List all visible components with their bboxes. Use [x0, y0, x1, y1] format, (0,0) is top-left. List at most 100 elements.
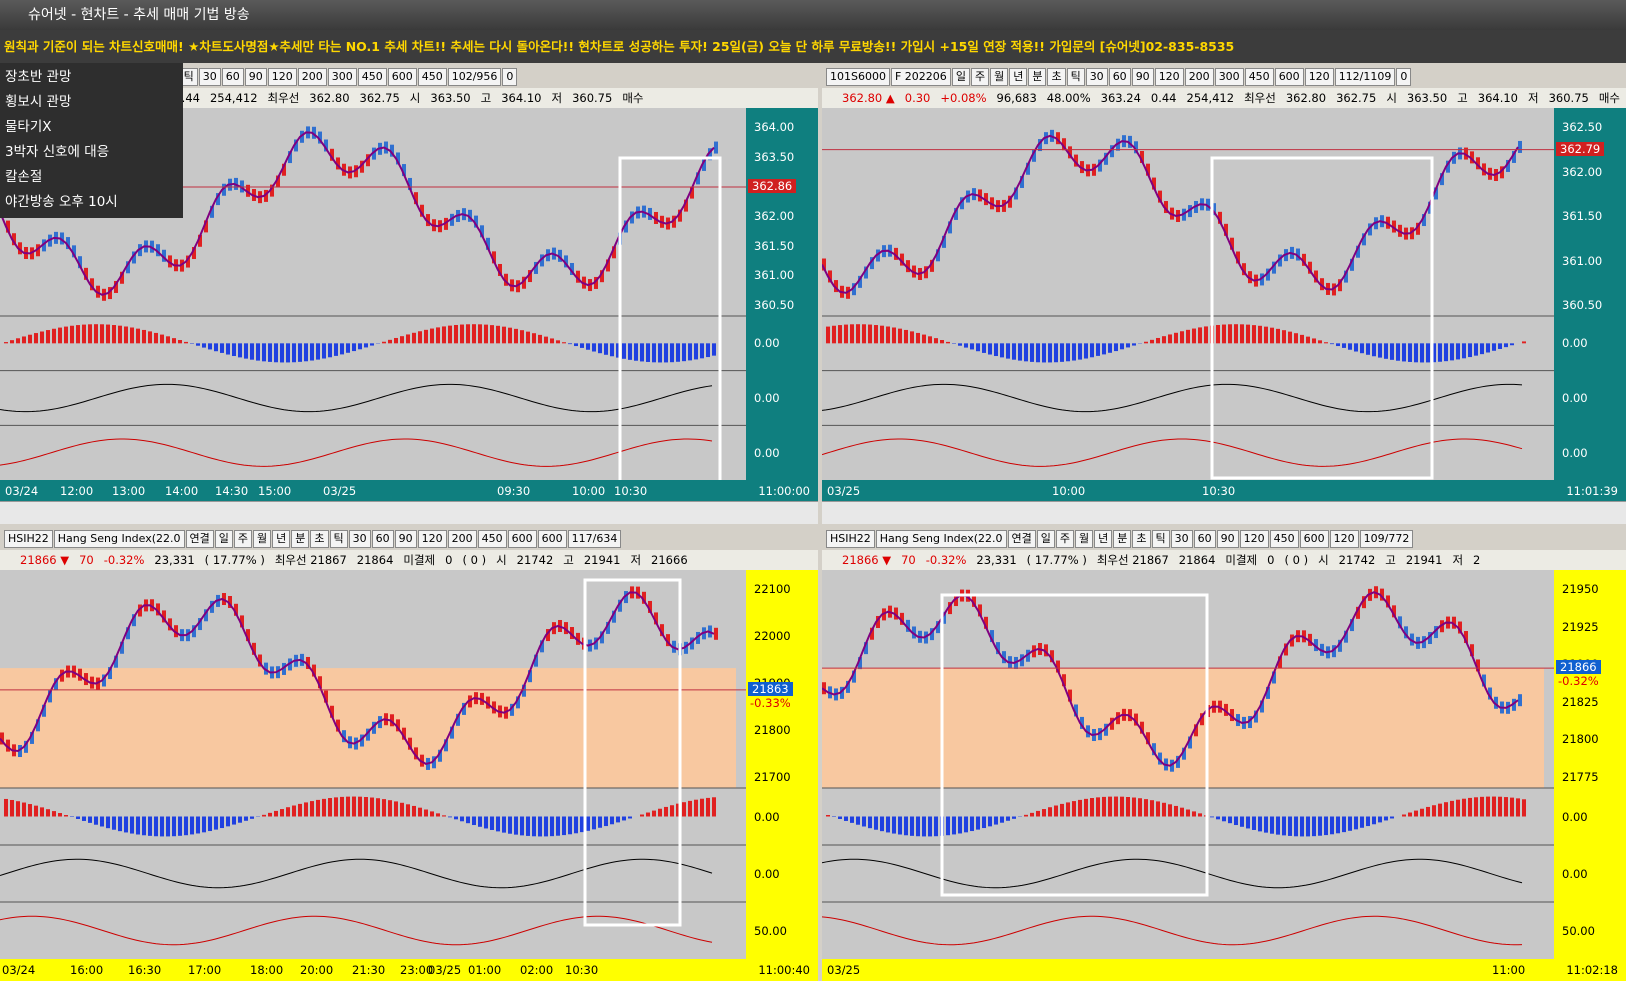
toolbar-button[interactable]: 120: [267, 68, 297, 86]
toolbar-button[interactable]: 월: [1075, 530, 1094, 548]
histogram-bar: [1138, 798, 1142, 817]
time-axis: 03/24 16:00 16:30 17:00 18:00 20:00 21:30 23:00…: [0, 959, 818, 981]
toolbar-button[interactable]: 300: [327, 68, 357, 86]
toolbar-button[interactable]: 450: [417, 68, 447, 86]
toolbar-button[interactable]: 450: [477, 530, 507, 548]
histogram-bar: [160, 816, 164, 837]
histogram-bar: [862, 816, 866, 827]
toolbar-button[interactable]: 600: [1274, 68, 1304, 86]
toolbar-button[interactable]: 초: [310, 530, 329, 548]
toolbar-button[interactable]: 90: [244, 68, 267, 86]
quote-field: 21864: [1178, 553, 1216, 567]
toolbar-button[interactable]: 60: [1193, 530, 1216, 548]
toolbar-button[interactable]: 년: [272, 530, 291, 548]
toolbar-button[interactable]: 112/1109: [1334, 68, 1396, 86]
toolbar-button[interactable]: 일: [214, 530, 233, 548]
toolbar-button[interactable]: 109/772: [1359, 530, 1414, 548]
candle: [852, 283, 856, 296]
toolbar-button[interactable]: 연결: [1007, 530, 1036, 548]
menu-item[interactable]: 장초반 관망: [5, 69, 72, 85]
histogram-bar: [1354, 343, 1358, 352]
candle: [492, 701, 496, 714]
menu-item[interactable]: 횡보시 관망: [5, 94, 72, 110]
toolbar-button[interactable]: 90: [1131, 68, 1154, 86]
candle: [1104, 152, 1108, 165]
toolbar-button[interactable]: 일: [951, 68, 970, 86]
histogram-bar: [1408, 812, 1412, 817]
toolbar-button[interactable]: 120: [417, 530, 447, 548]
time-tick-label: 23:00: [400, 963, 434, 977]
histogram-bar: [532, 333, 536, 344]
histogram-bar: [526, 816, 530, 836]
toolbar-button[interactable]: Hang Seng Index(22.0: [875, 530, 1007, 548]
menu-item[interactable]: 물타기X: [5, 119, 52, 135]
toolbar-button[interactable]: 0: [502, 68, 518, 86]
toolbar-button[interactable]: 600: [1299, 530, 1329, 548]
candle: [1332, 283, 1336, 296]
histogram-bar: [892, 816, 896, 834]
candle: [1128, 135, 1132, 148]
toolbar-button[interactable]: 틱: [329, 530, 348, 548]
toolbar-button[interactable]: 90: [394, 530, 417, 548]
toolbar-button[interactable]: 600: [507, 530, 537, 548]
candle: [84, 267, 88, 280]
toolbar-button[interactable]: 30: [1085, 68, 1108, 86]
toolbar-button[interactable]: 60: [371, 530, 394, 548]
toolbar-button[interactable]: 200: [1184, 68, 1214, 86]
histogram-bar: [1132, 797, 1136, 817]
toolbar-button[interactable]: 60: [221, 68, 244, 86]
menu-item[interactable]: 3박자 신호에 대응: [5, 144, 110, 160]
toolbar-button[interactable]: 600: [387, 68, 417, 86]
toolbar-button[interactable]: 년: [1009, 68, 1028, 86]
menu-item[interactable]: 야간방송 오후 10시: [5, 194, 118, 210]
toolbar-button[interactable]: 초: [1047, 68, 1066, 86]
toolbar-button[interactable]: 120: [1154, 68, 1184, 86]
toolbar-button[interactable]: 0: [1396, 68, 1412, 86]
toolbar-button[interactable]: 분: [1028, 68, 1047, 86]
toolbar-button[interactable]: 102/956: [447, 68, 502, 86]
candle: [690, 637, 694, 650]
toolbar-button[interactable]: 년: [1094, 530, 1113, 548]
toolbar-button[interactable]: HSIH22: [4, 530, 53, 548]
toolbar-button[interactable]: 월: [990, 68, 1009, 86]
toolbar-button[interactable]: 300: [1214, 68, 1244, 86]
histogram-bar: [394, 801, 398, 817]
toolbar-button[interactable]: 연결: [185, 530, 214, 548]
toolbar-button[interactable]: 분: [1113, 530, 1132, 548]
toolbar-button[interactable]: 주: [233, 530, 253, 548]
histogram-bar: [406, 804, 410, 817]
candle: [1098, 728, 1102, 741]
toolbar-button[interactable]: 101S6000: [826, 68, 890, 86]
toolbar-button[interactable]: F 202206: [890, 68, 951, 86]
toolbar-button[interactable]: 30: [1170, 530, 1193, 548]
candle: [1338, 279, 1342, 292]
toolbar-button[interactable]: 90: [1216, 530, 1239, 548]
toolbar-button[interactable]: Hang Seng Index(22.0: [53, 530, 185, 548]
histogram-bar: [850, 324, 854, 344]
toolbar-button[interactable]: 200: [447, 530, 477, 548]
histogram-bar: [1162, 802, 1166, 817]
toolbar-button[interactable]: 분: [291, 530, 310, 548]
toolbar-button[interactable]: 450: [1244, 68, 1274, 86]
toolbar-button[interactable]: 450: [357, 68, 387, 86]
toolbar-button[interactable]: 30: [198, 68, 221, 86]
toolbar-button[interactable]: 일: [1036, 530, 1055, 548]
toolbar-button[interactable]: 주: [1055, 530, 1075, 548]
toolbar-button[interactable]: 초: [1132, 530, 1151, 548]
toolbar-button[interactable]: 틱: [1066, 68, 1085, 86]
toolbar-button[interactable]: 117/634: [567, 530, 622, 548]
toolbar-button[interactable]: 월: [253, 530, 272, 548]
toolbar-button[interactable]: 60: [1108, 68, 1131, 86]
toolbar-button[interactable]: 450: [1269, 530, 1299, 548]
toolbar-button[interactable]: 120: [1304, 68, 1334, 86]
toolbar-button[interactable]: HSIH22: [826, 530, 875, 548]
toolbar-button[interactable]: 틱: [1151, 530, 1170, 548]
toolbar-button[interactable]: 120: [1239, 530, 1269, 548]
menu-item[interactable]: 칼손절: [5, 169, 43, 185]
histogram-bar: [556, 340, 560, 344]
toolbar-button[interactable]: 30: [348, 530, 371, 548]
toolbar-button[interactable]: 주: [970, 68, 990, 86]
toolbar-button[interactable]: 120: [1329, 530, 1359, 548]
toolbar-button[interactable]: 200: [297, 68, 327, 86]
toolbar-button[interactable]: 600: [537, 530, 567, 548]
